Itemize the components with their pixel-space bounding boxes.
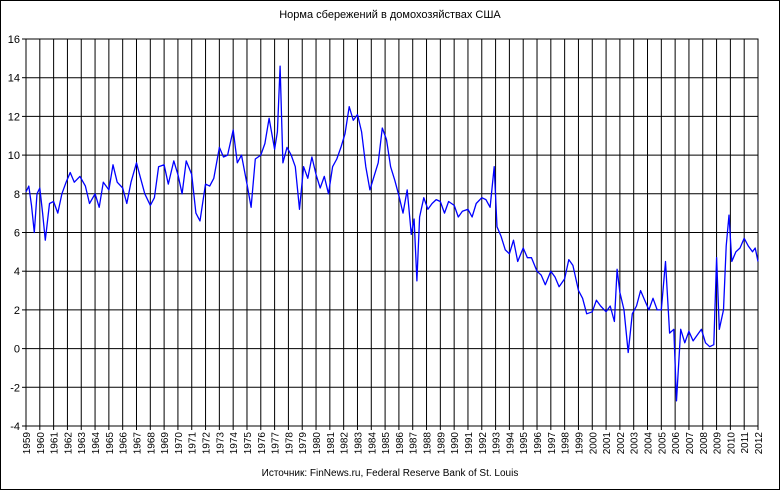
x-tick-label: 1993	[492, 432, 503, 455]
x-tick-label: 1992	[478, 432, 489, 455]
x-tick-label: 1969	[160, 432, 171, 455]
x-tick-label: 1965	[105, 432, 116, 455]
x-tick-label: 2001	[602, 432, 613, 455]
source-note: Источник: FinNews.ru, Federal Reserve Ba…	[261, 468, 519, 479]
x-tick-label: 1983	[353, 432, 364, 455]
series-layer	[25, 65, 759, 402]
y-tick-label: 16	[8, 34, 20, 46]
x-tick-label: 1972	[202, 432, 213, 455]
x-tick-label: 1985	[381, 432, 392, 455]
x-tick-label: 1971	[188, 432, 199, 455]
x-tick-label: 1996	[533, 432, 544, 455]
grid-lines	[25, 38, 759, 427]
x-tick-label: 2009	[713, 432, 724, 455]
x-tick-label: 1999	[574, 432, 585, 455]
x-tick-label: 1994	[505, 432, 516, 455]
x-tick-label: 1982	[340, 432, 351, 455]
x-axis-ticks: 1959 1960 1961 1962 1963 1964 1965 1966 1967 1968…	[22, 426, 765, 454]
x-tick-label: 1979	[298, 432, 309, 455]
y-axis-ticks: 16 14 12 10 8 6 4 2 0 -2 -4	[8, 34, 26, 433]
x-tick-label: 1995	[519, 432, 530, 455]
y-tick-label: 8	[14, 189, 20, 201]
x-tick-label: 1967	[132, 432, 143, 455]
x-tick-label: 2008	[699, 432, 710, 455]
x-tick-label: 1959	[22, 432, 33, 455]
y-tick-label: 4	[14, 266, 20, 278]
y-tick-label: 14	[8, 73, 20, 85]
x-tick-label: 1975	[243, 432, 254, 455]
x-tick-label: 1991	[464, 432, 475, 455]
x-tick-label: 1963	[77, 432, 88, 455]
x-tick-label: 1974	[229, 432, 240, 455]
y-tick-label: 0	[14, 344, 20, 356]
x-tick-label: 1998	[561, 432, 572, 455]
x-tick-label: 1960	[36, 432, 47, 455]
x-tick-label: 1968	[146, 432, 157, 455]
x-tick-label: 1990	[450, 432, 461, 455]
x-tick-label: 1966	[119, 432, 130, 455]
x-tick-label: 1986	[395, 432, 406, 455]
x-tick-label: 1977	[271, 432, 282, 455]
y-tick-label: -2	[10, 382, 20, 394]
x-tick-label: 1988	[423, 432, 434, 455]
x-tick-label: 1978	[284, 432, 295, 455]
y-tick-label: -4	[10, 421, 20, 433]
x-tick-label: 1976	[257, 432, 268, 455]
x-tick-label: 2005	[657, 432, 668, 455]
x-tick-label: 1980	[312, 432, 323, 455]
x-tick-label: 2010	[726, 432, 737, 455]
x-tick-label: 1984	[367, 432, 378, 455]
x-tick-label: 1964	[91, 432, 102, 455]
y-tick-label: 6	[14, 228, 20, 240]
x-tick-label: 1961	[50, 432, 61, 455]
x-tick-label: 2004	[644, 432, 655, 455]
series-line	[25, 65, 759, 402]
x-tick-label: 1973	[215, 432, 226, 455]
x-tick-label: 1981	[326, 432, 337, 455]
y-tick-label: 2	[14, 305, 20, 317]
x-tick-label: 2000	[588, 432, 599, 455]
x-tick-label: 2007	[685, 432, 696, 455]
x-tick-label: 1962	[63, 432, 74, 455]
x-tick-label: 1989	[436, 432, 447, 455]
x-tick-label: 1997	[547, 432, 558, 455]
x-tick-label: 2006	[671, 432, 682, 455]
x-tick-label: 1970	[174, 432, 185, 455]
x-tick-label: 2002	[616, 432, 627, 455]
x-tick-label: 2011	[740, 432, 751, 454]
y-tick-label: 12	[8, 111, 20, 123]
x-tick-label: 1987	[409, 432, 420, 455]
x-tick-label: 2003	[630, 432, 641, 455]
y-tick-label: 10	[8, 150, 20, 162]
chart-title: Норма сбережений в домохозяйствах США	[279, 9, 501, 21]
x-tick-label: 2012	[754, 432, 765, 455]
